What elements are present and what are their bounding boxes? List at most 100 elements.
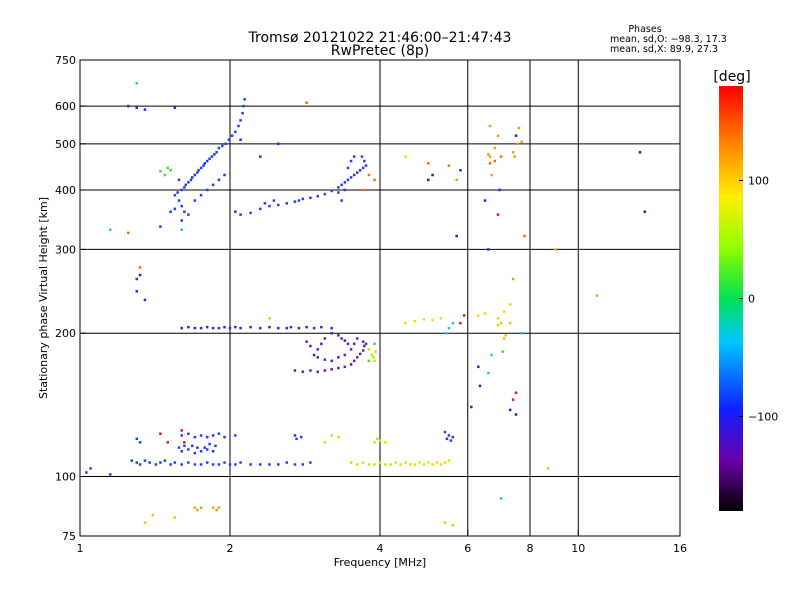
data-point [187, 213, 190, 216]
data-point [490, 353, 493, 357]
data-point [413, 463, 417, 466]
data-point [373, 359, 376, 363]
data-point [239, 213, 242, 216]
data-point [496, 317, 500, 320]
data-point [337, 186, 340, 189]
data-point [138, 266, 142, 269]
data-point [470, 405, 473, 409]
data-point [301, 197, 305, 201]
data-point [312, 326, 316, 330]
data-point [638, 151, 642, 154]
y-axis-label: Stationary phase Virtual Height [km] [37, 197, 50, 399]
data-point [404, 461, 407, 464]
data-point [242, 104, 245, 108]
phase-stats-x: mean, sd,X: 89.9, 27.3 [610, 44, 718, 55]
data-point [215, 508, 218, 512]
data-point [445, 437, 449, 441]
data-point [498, 188, 501, 192]
data-point [263, 202, 267, 205]
data-point [305, 325, 308, 329]
data-point [378, 461, 382, 464]
data-point [127, 231, 130, 235]
data-point [493, 159, 497, 163]
data-point [343, 339, 347, 342]
data-point [389, 463, 392, 466]
data-point [197, 168, 200, 172]
data-point [502, 310, 506, 313]
data-point [187, 181, 190, 184]
data-point [135, 461, 139, 464]
data-point [293, 463, 297, 466]
data-point [301, 463, 305, 466]
data-point [239, 119, 242, 122]
data-point [309, 196, 312, 200]
data-point [478, 384, 482, 388]
data-point [199, 463, 203, 466]
data-point [367, 173, 371, 177]
data-point [367, 348, 371, 351]
data-point [199, 506, 203, 509]
x-axis-label: Frequency [MHz] [334, 556, 426, 569]
data-point [487, 371, 490, 375]
data-point [447, 459, 451, 462]
data-point [173, 106, 177, 110]
data-point [346, 178, 350, 182]
data-point [272, 199, 276, 202]
data-point [399, 463, 402, 466]
data-point [163, 173, 167, 177]
data-point [312, 353, 316, 357]
data-point [217, 506, 221, 509]
data-point [514, 134, 518, 137]
data-point [243, 98, 246, 101]
data-point [323, 441, 327, 444]
data-point [249, 211, 252, 215]
chart-title: Tromsø 20121022 21:46:00–21:47:43 [248, 30, 512, 46]
data-point [483, 312, 487, 315]
data-point [477, 314, 480, 317]
data-point [143, 298, 147, 302]
data-point [643, 210, 647, 213]
data-point [159, 169, 162, 173]
x-tick-label: 10 [571, 542, 585, 555]
data-point [502, 337, 506, 340]
data-point [187, 432, 190, 435]
data-point [199, 166, 203, 170]
data-point [340, 183, 343, 187]
data-point [439, 317, 443, 320]
data-point [143, 459, 147, 462]
data-point [404, 155, 407, 158]
data-point [135, 82, 139, 85]
data-point [305, 101, 308, 104]
data-point [501, 350, 504, 353]
data-point [193, 451, 197, 455]
data-point [217, 326, 221, 330]
data-point [394, 461, 397, 464]
phase-stats-heading: Phases [628, 24, 661, 35]
data-point [427, 162, 430, 165]
data-point [483, 199, 487, 202]
data-point [349, 348, 353, 351]
data-point [372, 356, 375, 359]
data-point [193, 326, 197, 330]
data-point [173, 207, 177, 211]
data-point [180, 204, 183, 208]
data-point [511, 277, 515, 281]
data-point [148, 461, 151, 464]
data-point [293, 369, 297, 372]
data-point [143, 108, 147, 111]
data-point [323, 192, 327, 196]
data-point [203, 162, 207, 165]
data-point [177, 178, 181, 182]
data-point [361, 340, 365, 343]
data-point [376, 437, 379, 441]
data-point [151, 513, 155, 517]
data-point [493, 146, 497, 150]
data-point [180, 228, 183, 231]
data-point [108, 228, 112, 231]
data-point [439, 463, 443, 466]
colorbar-tick-label: 0 [748, 293, 755, 306]
chart-subtitle: RwPretec (8p) [331, 43, 429, 59]
data-point [447, 326, 451, 330]
data-point [268, 204, 271, 208]
data-point [135, 437, 139, 441]
